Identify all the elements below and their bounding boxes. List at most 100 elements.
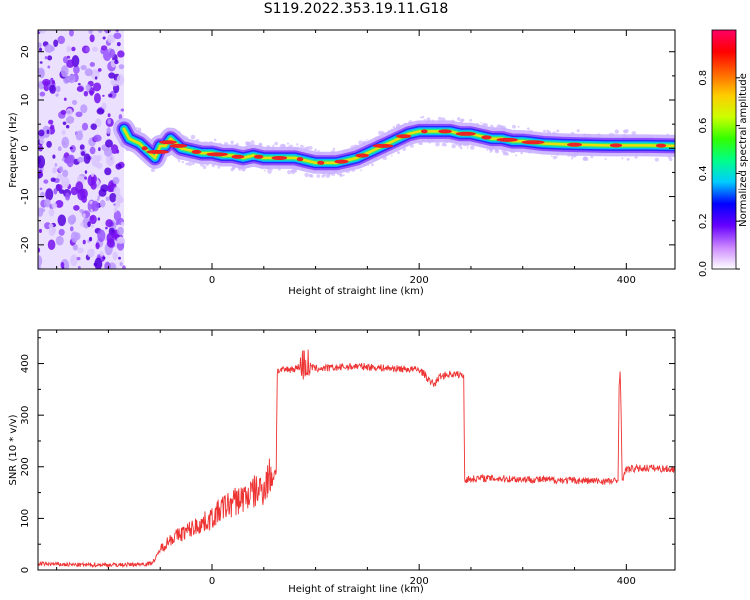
halo-speckle bbox=[505, 152, 509, 156]
colorbar-tick-label: 0.8 bbox=[698, 70, 709, 86]
noise-speckle bbox=[112, 176, 120, 185]
x-tick-label: 200 bbox=[410, 576, 429, 587]
noise-speckle bbox=[117, 50, 125, 58]
noise-speckle bbox=[65, 192, 71, 201]
halo-speckle bbox=[435, 141, 440, 147]
x-tick-label: 400 bbox=[617, 275, 636, 286]
noise-speckle bbox=[107, 34, 115, 44]
halo-speckle bbox=[287, 169, 292, 175]
ridge-peak bbox=[253, 154, 264, 159]
noise-speckle bbox=[93, 93, 101, 104]
noise-speckle bbox=[39, 91, 46, 97]
colorbar-label: Normalized spectral amplitude bbox=[738, 73, 749, 227]
noise-speckle bbox=[94, 257, 103, 269]
noise-speckle bbox=[108, 72, 116, 79]
noise-speckle bbox=[107, 185, 114, 193]
noise-speckle bbox=[53, 39, 59, 48]
halo-speckle bbox=[442, 117, 445, 120]
noise-speckle bbox=[77, 156, 85, 163]
y-tick-label: 0 bbox=[20, 567, 31, 573]
noise-speckle bbox=[76, 86, 84, 92]
noise-speckle bbox=[38, 69, 45, 79]
noise-speckle bbox=[81, 195, 88, 203]
noise-speckle bbox=[38, 30, 47, 34]
ridge-peak bbox=[355, 153, 370, 158]
y-axis-label: SNR (10 * v/v) bbox=[8, 414, 19, 485]
noise-speckle bbox=[44, 222, 51, 230]
noise-speckle bbox=[53, 188, 58, 195]
noise-speckle bbox=[60, 176, 70, 189]
noise-speckle bbox=[77, 82, 81, 86]
noise-speckle bbox=[58, 228, 65, 236]
y-tick-label: -10 bbox=[20, 188, 31, 204]
noise-speckle bbox=[99, 250, 104, 257]
halo-speckle bbox=[360, 169, 363, 172]
noise-speckle bbox=[95, 242, 100, 250]
noise-speckle bbox=[102, 94, 105, 97]
x-tick-label: 400 bbox=[617, 576, 636, 587]
snr-series bbox=[38, 349, 675, 569]
ridge-peak bbox=[609, 143, 623, 148]
noise-speckle bbox=[69, 146, 73, 150]
noise-speckle bbox=[48, 119, 54, 125]
noise-speckle bbox=[46, 129, 50, 135]
halo-speckle bbox=[576, 129, 580, 133]
noise-speckle bbox=[70, 254, 78, 266]
halo-speckle bbox=[395, 125, 399, 128]
noise-speckle bbox=[97, 229, 106, 242]
noise-speckle bbox=[112, 251, 118, 261]
halo-speckle bbox=[245, 141, 250, 146]
halo-speckle bbox=[551, 155, 553, 158]
noise-speckle bbox=[58, 189, 65, 194]
noise-speckle bbox=[114, 207, 118, 213]
noise-speckle bbox=[97, 195, 101, 199]
noise-speckle bbox=[89, 90, 94, 96]
noise-speckle bbox=[87, 221, 91, 228]
noise-speckle bbox=[51, 202, 58, 209]
halo-speckle bbox=[420, 116, 423, 119]
noise-speckle bbox=[85, 84, 91, 92]
noise-speckle bbox=[40, 208, 46, 213]
noise-speckle bbox=[89, 236, 93, 242]
ridge-peak bbox=[372, 143, 394, 148]
noise-speckle bbox=[42, 125, 51, 138]
noise-speckle bbox=[102, 36, 106, 40]
noise-speckle bbox=[77, 266, 81, 269]
noise-speckle bbox=[115, 163, 122, 170]
halo-speckle bbox=[187, 161, 193, 166]
plot-frame-1 bbox=[37, 29, 676, 270]
halo-speckle bbox=[332, 147, 336, 151]
y-tick-label: -20 bbox=[20, 237, 31, 253]
noise-speckle bbox=[83, 153, 91, 164]
noise-speckle bbox=[80, 104, 88, 114]
halo-speckle bbox=[626, 157, 630, 161]
ridge-peak bbox=[141, 146, 148, 151]
noise-speckle bbox=[120, 108, 125, 112]
halo-speckle bbox=[378, 130, 383, 136]
noise-speckle bbox=[55, 235, 64, 246]
noise-speckle bbox=[55, 199, 64, 208]
noise-speckle bbox=[66, 45, 72, 53]
ridge-peak bbox=[191, 149, 202, 154]
noise-speckle bbox=[109, 48, 116, 58]
noise-speckle bbox=[55, 93, 59, 97]
halo-speckle bbox=[460, 118, 463, 121]
noise-speckle bbox=[104, 30, 112, 34]
noise-speckle bbox=[113, 186, 121, 197]
halo-speckle bbox=[604, 158, 607, 161]
noise-speckle bbox=[51, 227, 57, 234]
halo-speckle bbox=[526, 127, 530, 131]
halo-speckle bbox=[512, 124, 516, 129]
halo-speckle bbox=[270, 168, 273, 171]
x-tick-label: 0 bbox=[209, 576, 215, 587]
halo-speckle bbox=[202, 165, 207, 170]
halo-speckle bbox=[296, 143, 299, 146]
halo-speckle bbox=[317, 149, 320, 152]
halo-speckle bbox=[232, 167, 235, 171]
noise-speckle bbox=[44, 56, 48, 60]
halo-speckle bbox=[397, 123, 400, 126]
noise-speckle bbox=[57, 146, 62, 152]
noise-speckle bbox=[48, 208, 55, 217]
noise-speckle bbox=[79, 209, 84, 213]
noise-speckle bbox=[39, 187, 43, 191]
